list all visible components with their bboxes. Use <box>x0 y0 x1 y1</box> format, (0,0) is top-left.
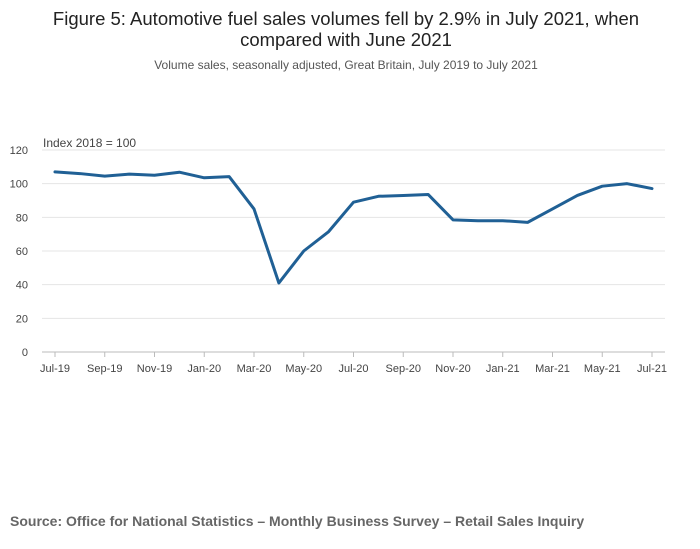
y-tick-label: 80 <box>16 212 28 224</box>
data-point[interactable] <box>648 185 656 193</box>
data-point[interactable] <box>573 191 581 199</box>
data-point[interactable] <box>399 191 407 199</box>
x-tick-label: Jul-20 <box>339 363 369 375</box>
chart-title: Figure 5: Automotive fuel sales volumes … <box>52 8 640 50</box>
x-tick-label: Jul-21 <box>637 363 667 375</box>
data-point[interactable] <box>200 174 208 182</box>
x-tick-label: Mar-20 <box>237 363 272 375</box>
source-note: Source: Office for National Statistics –… <box>10 513 585 529</box>
data-point[interactable] <box>499 217 507 225</box>
x-tick-label: May-21 <box>584 363 621 375</box>
data-point[interactable] <box>325 228 333 236</box>
x-tick-label: Jul-19 <box>40 363 70 375</box>
x-tick-label: Nov-20 <box>435 363 470 375</box>
data-point[interactable] <box>76 170 84 178</box>
y-tick-label: 120 <box>10 145 28 157</box>
data-point[interactable] <box>549 205 557 213</box>
y-tick-label: 60 <box>16 246 28 258</box>
x-tick-label: Jan-20 <box>187 363 221 375</box>
gridlines <box>42 149 665 353</box>
data-point[interactable] <box>225 173 233 181</box>
x-tick-label: May-20 <box>285 363 322 375</box>
data-point[interactable] <box>449 216 457 224</box>
data-point[interactable] <box>374 192 382 200</box>
data-point[interactable] <box>350 198 358 206</box>
x-axis: Jul-19 Sep-19 Nov-19 Jan-20 Mar-20 May-20 Jul-… <box>40 352 667 375</box>
data-point[interactable] <box>424 190 432 198</box>
data-point[interactable] <box>623 180 631 188</box>
y-tick-label: 0 <box>22 347 28 359</box>
data-point[interactable] <box>300 247 308 255</box>
data-point[interactable] <box>101 172 109 180</box>
x-tick-label: Sep-20 <box>386 363 421 375</box>
data-point[interactable] <box>51 168 59 176</box>
x-tick-label: Jan-21 <box>486 363 520 375</box>
x-tick-label: Mar-21 <box>535 363 570 375</box>
data-point[interactable] <box>151 171 159 179</box>
data-point[interactable] <box>474 217 482 225</box>
data-point[interactable] <box>598 182 606 190</box>
chart-subtitle: Volume sales, seasonally adjusted, Great… <box>154 58 538 72</box>
data-point[interactable] <box>250 205 258 213</box>
series-line <box>53 170 654 285</box>
y-tick-label: 100 <box>10 179 28 191</box>
data-point[interactable] <box>275 279 283 287</box>
y-axis: 0 20 40 60 80 100 120 <box>10 145 28 359</box>
data-point[interactable] <box>126 170 134 178</box>
data-point[interactable] <box>175 168 183 176</box>
data-point[interactable] <box>524 218 532 226</box>
x-tick-label: Sep-19 <box>87 363 122 375</box>
x-tick-label: Nov-19 <box>137 363 172 375</box>
y-tick-label: 20 <box>16 313 28 325</box>
y-axis-label: Index 2018 = 100 <box>43 136 136 150</box>
series <box>51 168 656 287</box>
y-tick-label: 40 <box>16 280 28 292</box>
